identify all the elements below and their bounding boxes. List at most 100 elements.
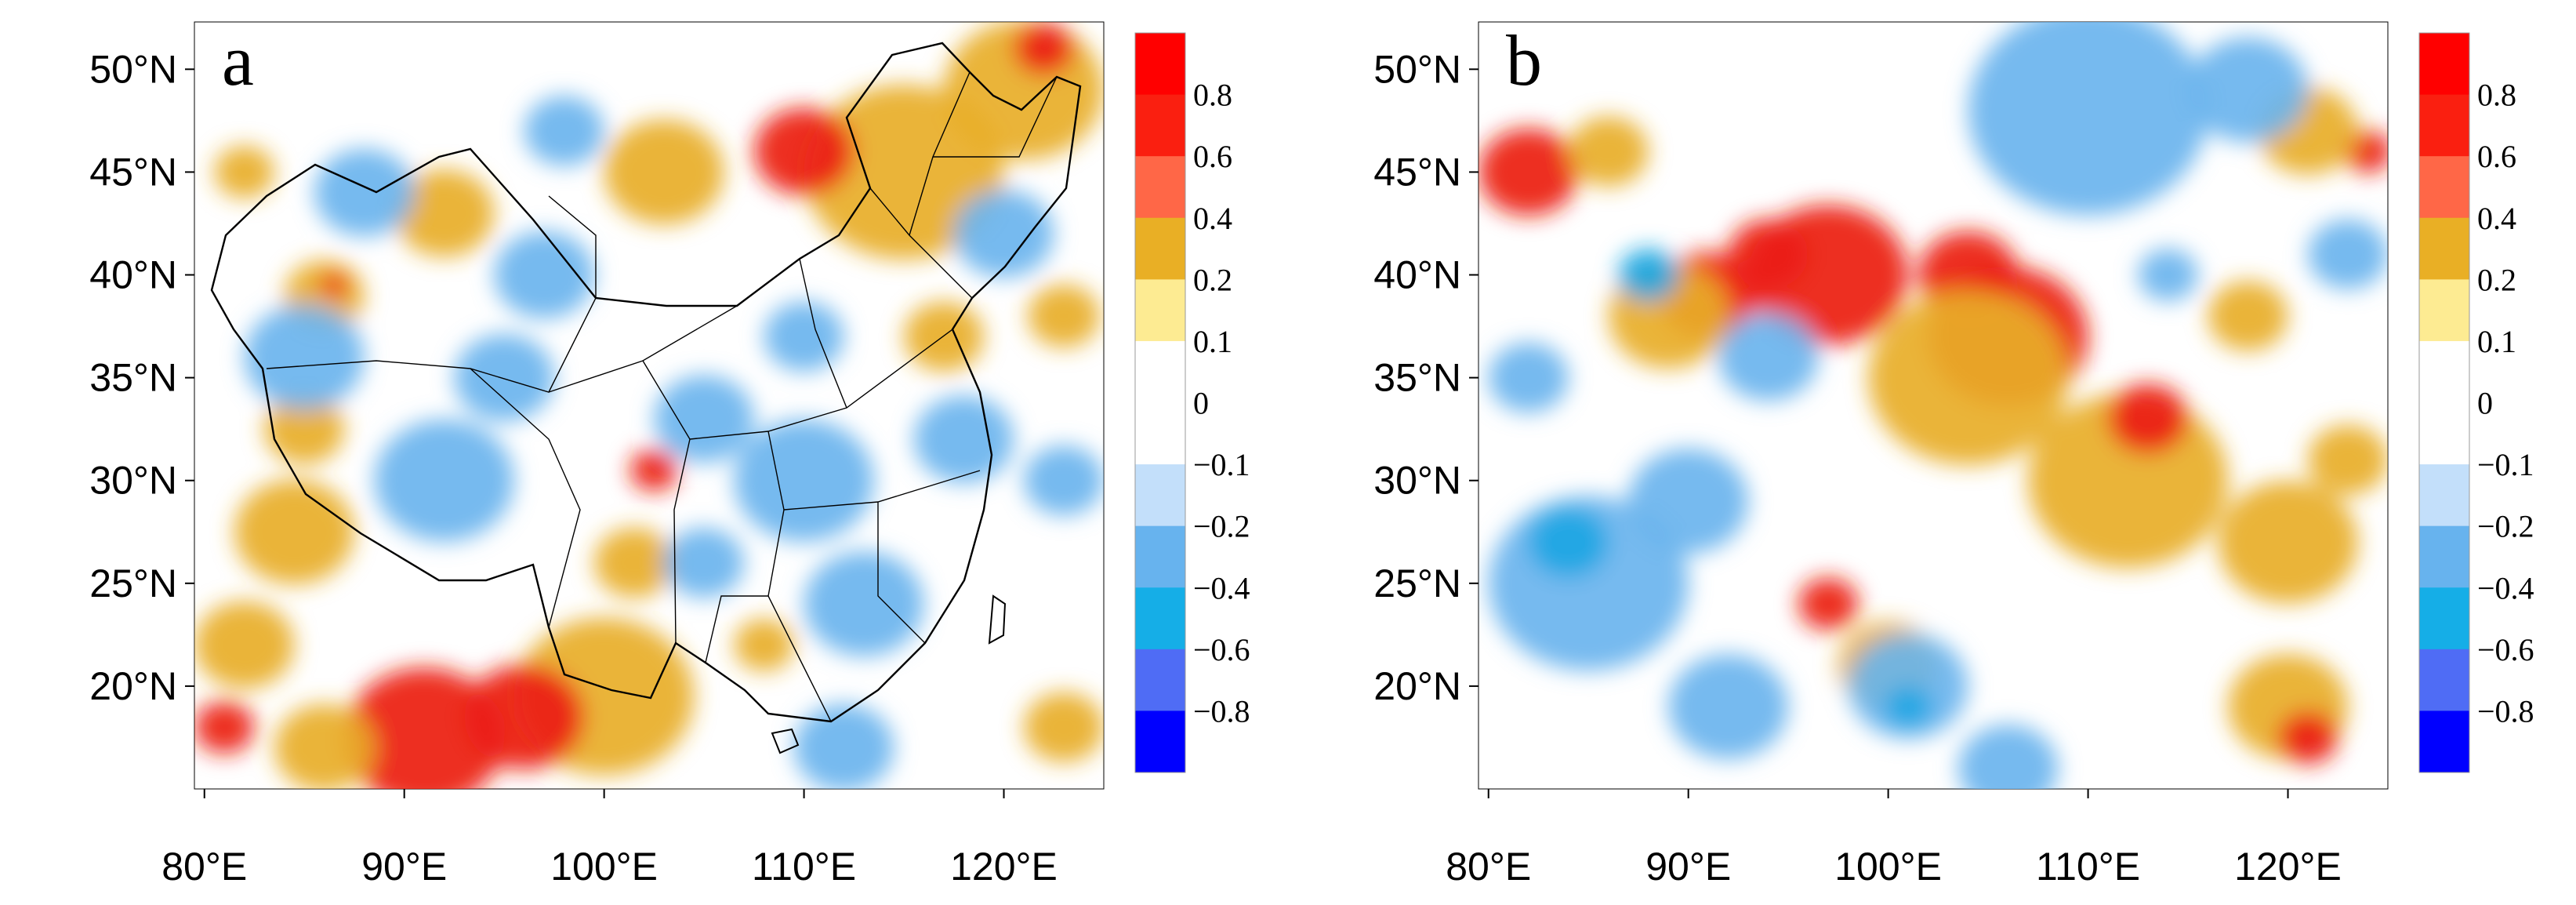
lat-tick-label: 45°N	[89, 150, 177, 194]
anomaly-blob	[464, 664, 585, 770]
province-lines-a	[266, 71, 1058, 722]
anomaly-blob	[1868, 290, 2069, 466]
colorbar-label: 0	[1193, 386, 1209, 421]
colorbar-swatch	[1135, 156, 1185, 219]
colorbar-a: 0.8 0.6 0.4 0.2 0.1 0 −0.1 −0.2 −0.4 −0.6 −0.8	[1134, 32, 1250, 773]
china-boundary-a	[210, 42, 1082, 754]
colorbar-frame	[1134, 32, 1186, 773]
lat-tick-label: 30°N	[1373, 459, 1461, 503]
colorbar-swatch	[1135, 402, 1185, 465]
lon-tick-label: 100°E	[550, 845, 658, 889]
colorbar-swatch	[2419, 649, 2469, 711]
anomaly-blob	[2138, 249, 2198, 301]
colorbar-label: −0.2	[1193, 509, 1250, 544]
colorbar-swatch	[2419, 33, 2469, 96]
anomaly-blob	[1957, 725, 2059, 789]
anomaly-blob	[2108, 383, 2189, 454]
anomaly-blob	[664, 528, 745, 598]
colorbar-label: 0.2	[1193, 262, 1232, 297]
anomaly-blob	[1718, 313, 1819, 402]
anomaly-blobs-b	[1478, 22, 2388, 789]
colorbar-swatch	[2419, 464, 2469, 527]
colorbar-swatch	[1135, 464, 1185, 527]
lon-tick-label: 110°E	[752, 845, 856, 889]
colorbar-label: −0.1	[1193, 447, 1250, 482]
anomaly-blob	[604, 119, 724, 225]
colorbar-swatch	[2419, 711, 2469, 773]
colorbar-label: −0.6	[1193, 632, 1250, 667]
lat-tick-label: 25°N	[89, 562, 177, 605]
colorbar-swatch	[1135, 33, 1185, 96]
colorbar-swatch	[2419, 340, 2469, 403]
anomaly-blob	[264, 394, 345, 464]
anomaly-blob	[2218, 481, 2358, 604]
colorbar-swatch	[1135, 711, 1185, 773]
colorbar-label: 0.1	[2477, 324, 2516, 359]
colorbar-label: −0.4	[2477, 570, 2534, 605]
anomaly-blob	[320, 273, 349, 298]
panel-letter-b: b	[1506, 20, 1542, 100]
colorbar-label: −0.4	[1193, 570, 1250, 605]
anomaly-blob	[1028, 284, 1100, 348]
anomaly-blob	[244, 304, 365, 410]
colorbar-label: −0.6	[2477, 632, 2534, 667]
lon-tick-label: 90°E	[361, 845, 447, 889]
anomaly-blob	[1024, 445, 1104, 516]
colorbar-swatch	[1135, 649, 1185, 711]
anomaly-blob	[913, 395, 1014, 483]
anomaly-field-a	[194, 22, 1104, 789]
anomaly-blob	[1568, 116, 1649, 187]
lat-tick-label: 50°N	[89, 47, 177, 91]
colorbar-swatch	[2419, 402, 2469, 465]
anomaly-blob	[1968, 22, 2208, 216]
anomaly-blob	[1728, 219, 1809, 289]
lat-tick-label: 35°N	[89, 356, 177, 400]
lon-tick-label: 90°E	[1645, 845, 1731, 889]
lon-tick-label: 120°E	[950, 845, 1058, 889]
lat-tick-label: 20°N	[1373, 664, 1461, 708]
colorbar-swatch	[1135, 217, 1185, 280]
colorbar-swatch	[1135, 340, 1185, 403]
lat-tick-label: 20°N	[89, 664, 177, 708]
lat-tick-label: 30°N	[89, 459, 177, 503]
colorbar-swatch	[2419, 217, 2469, 280]
anomaly-blob	[214, 145, 274, 198]
anomaly-blob	[593, 528, 674, 598]
colorbar-swatch	[1135, 587, 1185, 650]
colorbar-label: −0.2	[2477, 509, 2534, 544]
anomaly-blob	[2208, 281, 2288, 351]
colorbar-label: 0.4	[2477, 201, 2516, 236]
lon-tick-label: 100°E	[1834, 845, 1942, 889]
colorbar-label: 0.6	[2477, 139, 2516, 174]
colorbar-swatch	[2419, 279, 2469, 342]
colorbar-label: 0.4	[1193, 201, 1232, 236]
anomaly-blob	[454, 333, 554, 422]
colorbar-swatch	[1135, 94, 1185, 157]
lat-tick-label: 40°N	[89, 253, 177, 297]
anomaly-blob	[654, 375, 754, 463]
island-a	[988, 594, 1007, 645]
anomaly-blob	[314, 148, 415, 237]
colorbar-label: 0	[2477, 386, 2493, 421]
anomaly-blob	[1884, 685, 1932, 728]
anomaly-blob	[804, 84, 1004, 260]
lon-tick-label: 120°E	[2234, 845, 2342, 889]
anomaly-blob	[1798, 577, 1859, 631]
lat-tick-label: 35°N	[1373, 356, 1461, 400]
colorbar-swatch	[2419, 156, 2469, 219]
panel-a: a 80°E 90°E 100°E 110°E 120°E 20°N 25°N 30°N 35°…	[89, 20, 1250, 889]
anomaly-blob	[734, 419, 874, 542]
anomaly-blob	[753, 107, 854, 195]
anomaly-blob	[1628, 449, 1749, 554]
anomaly-blob	[2308, 219, 2388, 289]
colorbar-swatch	[2419, 587, 2469, 650]
lat-tick-label: 40°N	[1373, 253, 1461, 297]
anomaly-blob	[953, 190, 1054, 278]
panel-b: b 80°E 90°E 100°E 110°E 120°E 20°N 25°N 30°N 35°…	[1373, 20, 2534, 889]
anomaly-blob	[524, 96, 604, 166]
colorbar-label: −0.1	[2477, 447, 2534, 482]
colorbar-label: −0.8	[1193, 693, 1250, 729]
colorbar-b: 0.8 0.6 0.4 0.2 0.1 0 −0.1 −0.2 −0.4 −0.6 −0.8	[2418, 32, 2534, 773]
anomaly-blob	[1014, 22, 1074, 75]
